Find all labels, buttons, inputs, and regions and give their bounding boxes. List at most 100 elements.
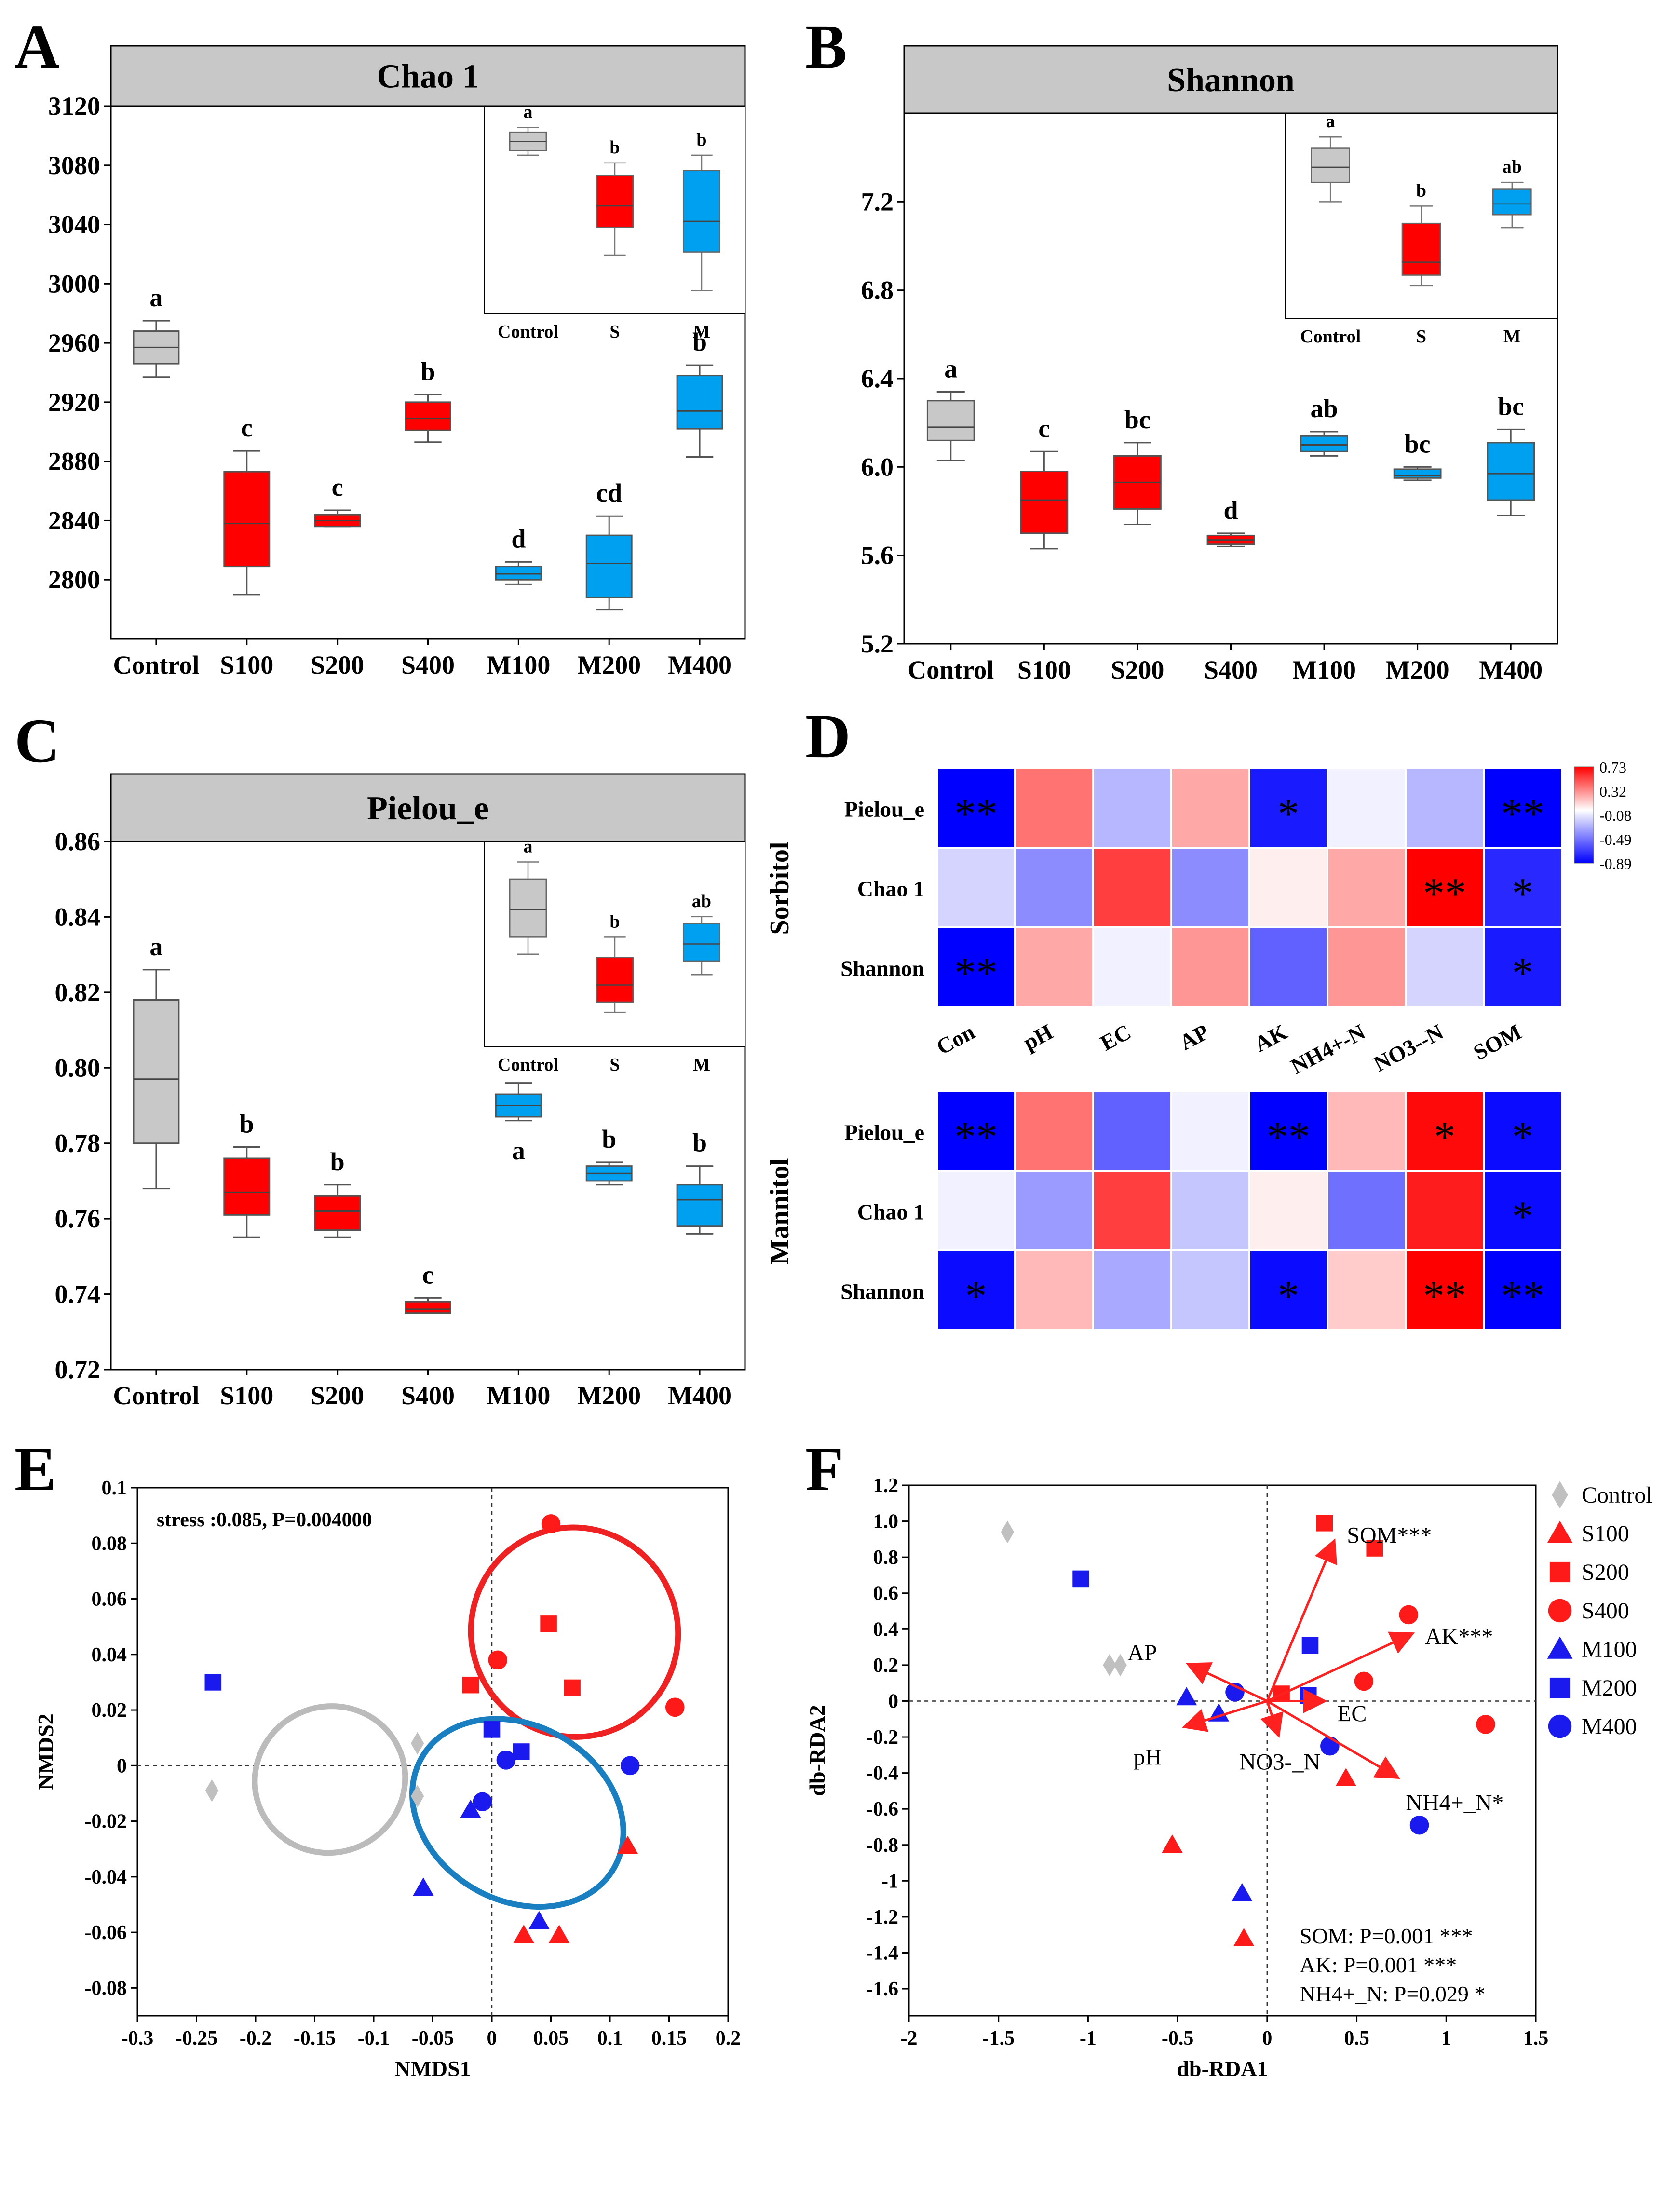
y-tick-label: 2920 [48, 388, 100, 417]
significance-label: c [1038, 414, 1050, 443]
x-tick-label: S200 [311, 1381, 364, 1410]
box-control [133, 999, 180, 1144]
x-tick-label: -0.2 [240, 2027, 272, 2049]
heatmap-cell [1172, 849, 1248, 926]
x-tick-label: -0.15 [294, 2027, 336, 2049]
point-s200 [1366, 1540, 1383, 1557]
y-tick-label: -1.4 [867, 1942, 899, 1964]
heatmap-cell [1407, 849, 1483, 926]
point-s200 [1316, 1515, 1333, 1532]
inset-box-m [682, 170, 721, 253]
heatmap-cell [1172, 1092, 1248, 1170]
heatmap-cell [1407, 1172, 1483, 1249]
heatmap-cell [1016, 849, 1092, 926]
pielou-boxplot: Pielou_e 0.72 0.74 0.76 0.78 0.80 0.82 0.84 0.86… [55, 773, 746, 1410]
significance-label: d [1223, 496, 1238, 525]
significance-star: * [1512, 950, 1534, 997]
heatmap-cell [1485, 769, 1561, 847]
vector-arrow [1266, 1631, 1415, 1702]
stats-line: AK: P=0.001 *** [1300, 1953, 1457, 1977]
stress-annotation: stress :0.085, P=0.004000 [157, 1509, 372, 1531]
x-tick-label: 0.1 [597, 2027, 623, 2049]
heatmap-col-label: Con [933, 1019, 979, 1059]
box-m100 [495, 566, 542, 581]
point-control [1103, 1654, 1116, 1677]
heatmap-cell [1094, 849, 1170, 926]
significance-star: ** [1501, 790, 1544, 838]
legend-label: S400 [1582, 1598, 1629, 1624]
x-axis-title: db-RDA1 [1177, 2056, 1268, 2081]
vector-label: NH4+_N* [1406, 1790, 1503, 1816]
y-tick-label: 7.2 [861, 187, 894, 216]
point-s200 [462, 1676, 479, 1694]
heatmap-cell [1172, 1251, 1248, 1329]
box-m400 [1487, 442, 1535, 501]
y-tick-label: 0.80 [55, 1053, 101, 1082]
y-tick-label: 6.0 [861, 452, 894, 481]
ellipse-blue [409, 1716, 626, 1910]
point-m400 [620, 1756, 640, 1776]
legend-marker [1549, 1561, 1571, 1583]
vector-label: AK*** [1425, 1624, 1493, 1649]
inset-x-label: M [1503, 326, 1521, 347]
chao1-boxplot: Chao 1 2800 2840 2880 2920 2960 3000 3040 3080 31… [48, 45, 746, 679]
legend-marker [1548, 1599, 1572, 1623]
y-tick-label: 5.6 [861, 541, 894, 570]
x-tick-label: 0 [487, 2027, 497, 2049]
point-m400 [496, 1750, 516, 1770]
legend-label: M200 [1582, 1675, 1637, 1701]
heatmap-cell [1016, 1092, 1092, 1170]
vector-label: NO3-_N [1239, 1750, 1320, 1775]
y-tick-label: 0.72 [55, 1355, 101, 1384]
x-tick-label: S200 [1110, 655, 1164, 684]
inset-x-label: M [693, 322, 710, 342]
inset-box-control [1311, 147, 1350, 183]
legend-label: S200 [1582, 1560, 1629, 1585]
db-rda-plot: -2 -1.5 -1 -0.5 0 0.5 1 1.5 1.2 1.0 0.8 0.6 0.4 0.2 0 -… [805, 1475, 1652, 2081]
heatmap-cell [938, 1251, 1014, 1329]
title-strip [903, 45, 1558, 114]
point-m200 [204, 1674, 222, 1691]
ellipse-red [468, 1524, 681, 1740]
significance-star: ** [1267, 1113, 1310, 1161]
y-tick-label: 0 [888, 1690, 898, 1712]
point-s200 [540, 1615, 557, 1632]
heatmap-row-label: Pielou_e [844, 797, 924, 822]
heatmap-cell [1485, 928, 1561, 1006]
inset-significance: b [1416, 180, 1426, 201]
title-strip [110, 773, 746, 842]
box-s100 [1020, 471, 1069, 534]
significance-label: a [944, 354, 957, 383]
vector-label: SOM*** [1347, 1522, 1432, 1548]
inset-x-label: S [609, 1055, 620, 1075]
point-s400 [488, 1650, 508, 1670]
inset-box-s [596, 175, 634, 228]
significance-label: d [511, 524, 526, 553]
chart-title: Pielou_e [367, 790, 489, 827]
y-tick-label: 0.6 [873, 1583, 899, 1605]
significance-label: a [149, 283, 162, 312]
x-tick-label: M200 [577, 1381, 641, 1410]
inset-x-label: M [693, 1055, 710, 1075]
legend-label: M400 [1582, 1714, 1637, 1739]
heatmap-cell [1094, 1172, 1170, 1249]
legend-label: S100 [1582, 1521, 1629, 1547]
heatmap-cell [1016, 1172, 1092, 1249]
box-s200 [314, 1195, 361, 1231]
point-m400 [1320, 1736, 1340, 1756]
point-m200 [483, 1721, 501, 1738]
legend-marker [1549, 1677, 1571, 1698]
x-tick-label: 0.5 [1344, 2027, 1369, 2049]
point-m400 [1409, 1815, 1429, 1835]
box-m400 [676, 375, 723, 430]
significance-label: b [602, 1125, 616, 1153]
vector-arrow [1182, 1700, 1268, 1732]
inset-significance: a [524, 102, 533, 122]
x-tick-label: M200 [577, 651, 641, 679]
y-tick-label: 2960 [48, 328, 100, 357]
point-m200 [1301, 1637, 1319, 1654]
y-tick-label: 0.8 [873, 1547, 899, 1569]
colorbar-tick: 0.32 [1599, 783, 1626, 800]
heatmap-col-label: AP [1176, 1019, 1213, 1055]
point-control [410, 1785, 424, 1808]
